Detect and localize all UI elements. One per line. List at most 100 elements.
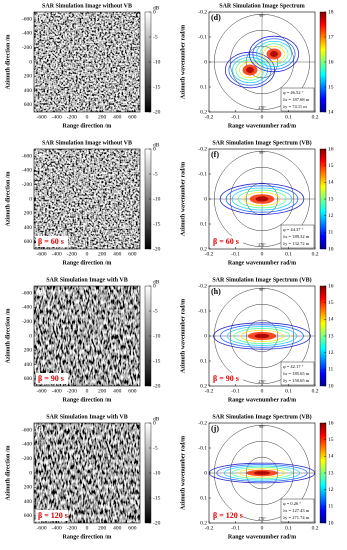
panel-label: (j) — [211, 424, 219, 433]
colorbar-tick-label: 12 — [328, 350, 334, 356]
x-tick-label: -0.2 — [205, 525, 214, 531]
panel-title: SAR Simulation Image Spectrum — [219, 3, 305, 9]
polar-label: 90° — [259, 424, 265, 429]
y-tick-label: 0 — [29, 196, 32, 202]
x-tick-label: -0.2 — [205, 114, 214, 120]
contour — [220, 324, 304, 348]
colorbar-tick-label: -5 — [153, 171, 158, 177]
panel-title: SAR Simulation Image Spectrum (VB) — [212, 276, 311, 283]
y-tick-label: 400 — [24, 88, 33, 94]
colorbar-tick-label: -20 — [153, 109, 161, 115]
panel-label: (i) — [36, 424, 44, 433]
panel-title: SAR Simulation Image with VB — [46, 414, 128, 420]
panel-label: (d) — [211, 13, 221, 22]
contour — [246, 67, 254, 73]
x-tick-label: 0 — [261, 114, 264, 120]
stats-text: λx = 187.68 m — [283, 97, 310, 102]
y-tick-label: -600 — [22, 427, 32, 433]
annotation-box — [211, 373, 243, 384]
annotation: β = 120 s — [38, 511, 68, 520]
colorbar-tick-label: -10 — [153, 59, 161, 65]
panel-label: (f) — [211, 150, 219, 159]
contour — [216, 464, 308, 482]
contour — [213, 322, 311, 350]
contour — [227, 326, 297, 346]
x-tick-label: 0 — [261, 251, 264, 257]
stats-text: λx = 127.43 m — [283, 508, 310, 513]
y-tick-label: 600 — [24, 376, 33, 382]
x-tick-label: 200 — [98, 114, 107, 120]
polar-label: 270° — [258, 516, 266, 521]
x-tick-label: -600 — [37, 251, 47, 257]
annotation-box — [211, 510, 243, 521]
y-axis-label: Azimuth direction /m — [5, 446, 11, 501]
x-tick-label: -0.2 — [205, 251, 214, 257]
y-tick-label: 0 — [29, 333, 32, 339]
stats-text: λy = 150.65 m — [283, 378, 310, 383]
y-tick-label: 0.2 — [200, 520, 207, 526]
contour — [231, 187, 293, 211]
colorbar-tick-label: 12 — [328, 487, 334, 493]
y-axis-label: Azimuth direction /m — [5, 172, 11, 227]
x-axis-label: Range direction /m — [63, 123, 112, 129]
x-axis-label: Range direction /m — [63, 534, 112, 540]
y-tick-label: 400 — [24, 362, 33, 368]
x-tick-label: 200 — [98, 388, 107, 394]
x-tick-label: 0.1 — [285, 251, 292, 257]
x-tick-label: 0 — [86, 388, 89, 394]
y-tick-label: -600 — [22, 16, 32, 22]
x-tick-label: 600 — [128, 251, 137, 257]
y-axis-label: Azimuth wavenumber rad/m — [180, 436, 186, 510]
contour — [223, 465, 301, 481]
y-tick-label: 0.2 — [200, 246, 207, 252]
stats-text: φ = 44.37 ° — [283, 227, 304, 232]
colorbar-tick-label: 11 — [328, 230, 334, 236]
annotation: β = 120 s — [213, 511, 243, 520]
x-tick-label: -0.1 — [231, 251, 240, 257]
stats-text: φ = 42.17 ° — [283, 364, 304, 369]
colorbar-tick-label: 14 — [328, 109, 334, 115]
contour — [254, 471, 270, 475]
x-tick-label: -0.2 — [205, 388, 214, 394]
y-tick-label: 400 — [24, 499, 33, 505]
panel-label: (e) — [36, 150, 45, 159]
contour — [248, 35, 300, 73]
colorbar-tick-label: 11 — [328, 367, 334, 373]
y-tick-label: 0 — [29, 59, 32, 65]
y-tick-label: 0 — [204, 59, 207, 65]
x-tick-label: -0.1 — [231, 388, 240, 394]
y-tick-label: -0.1 — [198, 34, 207, 40]
y-tick-label: 600 — [24, 513, 33, 519]
annotation: β = 60 s — [38, 237, 64, 246]
annotation: β = 90 s — [213, 374, 239, 383]
y-tick-label: 200 — [24, 485, 33, 491]
polar-label: 90° — [259, 13, 265, 18]
contour — [255, 196, 269, 202]
colorbar-label: dB — [153, 416, 160, 422]
colorbar-tick-label: 0 — [153, 283, 156, 289]
stats-box — [280, 361, 315, 386]
y-tick-label: -0.1 — [198, 171, 207, 177]
colorbar-tick-label: 10 — [328, 383, 334, 389]
x-tick-label: 400 — [113, 525, 122, 531]
colorbar-tick-label: -20 — [153, 246, 161, 252]
colorbar-tick-label: 0 — [153, 9, 156, 15]
colorbar-tick-label: -15 — [153, 84, 161, 90]
stats-box — [280, 224, 315, 249]
colorbar-tick-label: 11 — [328, 504, 334, 510]
y-tick-label: -200 — [22, 45, 32, 51]
sar-image — [34, 149, 140, 249]
colorbar-tick-label: 18 — [328, 9, 334, 15]
colorbar-tick-label: 13 — [328, 196, 334, 202]
y-tick-label: -600 — [22, 153, 32, 159]
stats-text: λy = 74.11 m — [283, 104, 307, 109]
contour — [243, 191, 281, 206]
stats-text: φ = 46.52 ° — [283, 90, 304, 95]
annotation-box — [36, 373, 68, 384]
y-tick-label: 0 — [204, 196, 207, 202]
x-tick-label: 0 — [261, 525, 264, 531]
y-tick-label: 0.2 — [200, 383, 207, 389]
y-tick-label: -0.2 — [198, 420, 207, 426]
sar-image — [34, 12, 140, 112]
y-tick-label: 0.1 — [200, 358, 207, 364]
